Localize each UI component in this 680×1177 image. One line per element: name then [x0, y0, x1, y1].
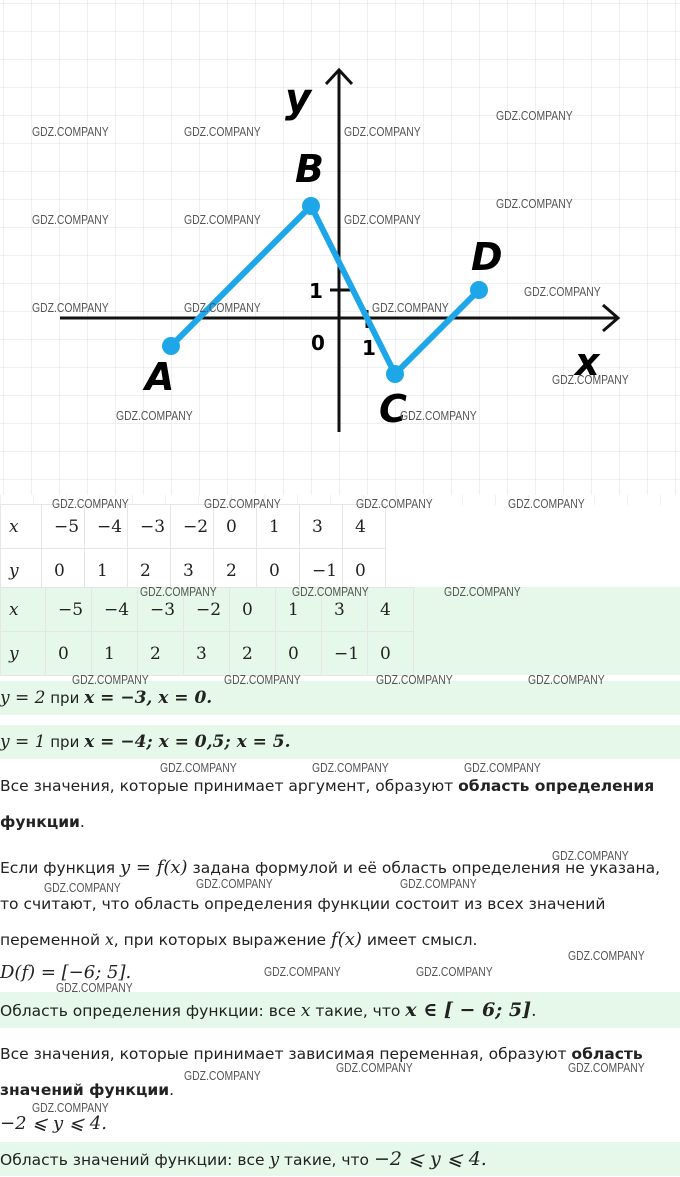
- y-header: y: [0, 548, 42, 593]
- equation: x = −4; x = 0,5; x = 5.: [84, 732, 291, 752]
- x-axis-arrow: [602, 303, 621, 333]
- table-cell: 2: [137, 631, 184, 676]
- bold-term: область определения функции: [0, 777, 655, 831]
- answer-value-table: x −5 −4 −3 −2 0 1 3 4 y 0 1 2 3 2 0 −1 0: [0, 587, 414, 676]
- text: .: [531, 1001, 537, 1021]
- x-header: x: [0, 504, 42, 549]
- function-polyline: [168, 203, 482, 377]
- text: Все значения, которые принимает аргумент…: [0, 777, 459, 795]
- axes: y x 0 1 1: [60, 67, 621, 432]
- y-tick-label: 1: [309, 279, 323, 303]
- table-cell: 3: [183, 631, 230, 676]
- table-cell: −1: [299, 548, 343, 593]
- point-d: [470, 281, 488, 299]
- text: Область значений функции: все: [0, 1151, 270, 1169]
- formula: x ∈ [ − 6; 5]: [405, 999, 532, 1021]
- y-axis-arrow: [324, 67, 354, 86]
- table-cell: 1: [84, 548, 128, 593]
- table-cell: 4: [342, 504, 386, 549]
- formula: y = f(x): [120, 857, 188, 878]
- variable: y: [269, 1150, 280, 1170]
- table-cell: −4: [91, 587, 138, 632]
- y-header: y: [0, 631, 46, 676]
- word-pri: при: [45, 689, 85, 707]
- range-answer: Область значений функции: все y такие, ч…: [0, 1142, 680, 1176]
- table-cell: 2: [213, 548, 257, 593]
- table-cell: 0: [229, 587, 276, 632]
- table-cell: −3: [127, 504, 171, 549]
- table-cell: −5: [41, 504, 85, 549]
- table-cell: −1: [321, 631, 368, 676]
- point-c: [386, 365, 404, 383]
- variable: x: [300, 1001, 311, 1021]
- table-cell: 1: [275, 587, 322, 632]
- domain-formula: D(f) = [−6; 5].: [0, 962, 132, 983]
- text: такие, что: [279, 1151, 374, 1169]
- formula: −2 ⩽ y ⩽ 4.: [373, 1148, 487, 1170]
- equation: x = −3, x = 0.: [84, 688, 213, 708]
- word-pri: при: [45, 733, 85, 751]
- table-cell: 1: [256, 504, 300, 549]
- x-axis-label: x: [573, 340, 601, 384]
- table-cell: 2: [127, 548, 171, 593]
- domain-rule-paragraph: Если функция y = f(x) задана формулой и …: [0, 850, 670, 958]
- table-cell: 3: [170, 548, 214, 593]
- table-cell: −5: [45, 587, 92, 632]
- point-label: B: [295, 147, 324, 191]
- text: такие, что: [310, 1002, 406, 1020]
- text: Если функция: [0, 859, 121, 877]
- function-graph: y x 0 1 1 A B C D: [0, 0, 680, 495]
- x-tick-label: 1: [362, 336, 376, 360]
- table-cell: 0: [256, 548, 300, 593]
- table-cell: 0: [275, 631, 322, 676]
- text: Все значения, которые принимает зависима…: [0, 1045, 572, 1063]
- point-a: [162, 337, 180, 355]
- table-cell: 3: [321, 587, 368, 632]
- origin-label: 0: [311, 331, 325, 355]
- answer-y-equals-1: y = 1 при x = −4; x = 0,5; x = 5.: [0, 725, 680, 759]
- table-cell: 3: [299, 504, 343, 549]
- table-cell: 4: [367, 587, 414, 632]
- text: имеет смысл.: [361, 931, 478, 949]
- text: .: [79, 813, 85, 831]
- table-row-y: y 0 1 2 3 2 0 −1 0: [0, 631, 414, 676]
- point-label: D: [471, 235, 503, 279]
- point-label: A: [142, 355, 174, 399]
- table-row-y: y 0 1 2 3 2 0 −1 0: [0, 548, 386, 593]
- table-cell: 0: [367, 631, 414, 676]
- point-label: C: [379, 387, 407, 431]
- table-cell: 1: [91, 631, 138, 676]
- variable: x: [105, 931, 114, 949]
- text: задана формулой и её область определения…: [0, 859, 661, 949]
- text: .: [169, 1081, 175, 1099]
- x-header: x: [0, 587, 46, 632]
- equation: y = 1: [0, 732, 46, 752]
- equation: y = 2: [0, 688, 46, 708]
- table-cell: 2: [229, 631, 276, 676]
- table-cell: −2: [183, 587, 230, 632]
- range-formula: −2 ⩽ y ⩽ 4.: [0, 1113, 107, 1134]
- value-table: x −5 −4 −3 −2 0 1 3 4 y 0 1 2 3 2 0 −1 0: [0, 504, 386, 593]
- text: , при которых выражение: [113, 931, 332, 949]
- domain-answer: Область определения функции: все x такие…: [0, 992, 680, 1028]
- table-row-x: x −5 −4 −3 −2 0 1 3 4: [0, 504, 386, 549]
- table-cell: −2: [170, 504, 214, 549]
- table-row-x: x −5 −4 −3 −2 0 1 3 4: [0, 587, 414, 632]
- range-definition-paragraph: Все значения, которые принимает зависима…: [0, 1036, 670, 1108]
- table-cell: 0: [45, 631, 92, 676]
- table-cell: −4: [84, 504, 128, 549]
- answer-y-equals-2: y = 2 при x = −3, x = 0.: [0, 681, 680, 715]
- domain-definition-paragraph: Все значения, которые принимает аргумент…: [0, 768, 670, 840]
- y-axis-label: y: [285, 76, 313, 122]
- table-cell: −3: [137, 587, 184, 632]
- table-cell: 0: [213, 504, 257, 549]
- table-cell: 0: [41, 548, 85, 593]
- bold-term: область значений функции: [0, 1045, 643, 1099]
- table-cell: 0: [342, 548, 386, 593]
- point-b: [302, 197, 320, 215]
- formula: f(x): [331, 929, 362, 950]
- text: Область определения функции: все: [0, 1002, 301, 1020]
